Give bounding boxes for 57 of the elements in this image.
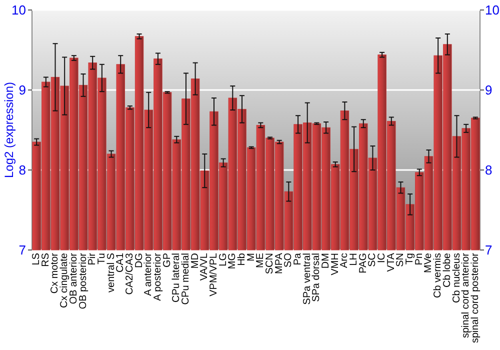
x-tick-label: SO bbox=[283, 252, 294, 268]
x-tick-label: Cb nucleus bbox=[451, 253, 462, 304]
x-tick-label: SPa ventral bbox=[302, 253, 313, 305]
x-tick-label: SC bbox=[367, 253, 378, 267]
y2-tick-label: 8 bbox=[485, 162, 492, 178]
x-tick-label: DG bbox=[134, 252, 145, 268]
x-tick-label: Pir bbox=[87, 252, 98, 266]
x-tick-label: SN bbox=[395, 253, 406, 267]
x-tick-label: VMH bbox=[330, 253, 341, 276]
x-tick-label: SPa dorsal bbox=[311, 253, 322, 302]
y2-tick-label: 10 bbox=[485, 2, 500, 18]
x-tick-label: Cx cingulate bbox=[59, 252, 70, 308]
x-tick-label: MD bbox=[190, 253, 201, 269]
x-tick-label: VPM/VPL bbox=[208, 252, 220, 296]
x-tick-label: RS bbox=[40, 252, 52, 267]
x-tick-label: spinal cord anterior bbox=[460, 252, 472, 338]
x-tick-label: Tg bbox=[404, 253, 416, 265]
x-tick-label: PAG bbox=[358, 252, 369, 274]
x-tick-label: Cb vermis bbox=[432, 253, 444, 298]
x-tick-label: VA/VL bbox=[199, 252, 210, 281]
x-tick-label: CPu lateral bbox=[171, 253, 182, 302]
y2-tick-label: 9 bbox=[485, 82, 492, 98]
y-tick-label: 7 bbox=[18, 242, 26, 258]
x-tick-label: OB posterior bbox=[78, 252, 89, 310]
x-tick-label: ME bbox=[255, 252, 266, 268]
y-tick-label: 10 bbox=[12, 2, 26, 18]
x-tick-label: Pa bbox=[292, 252, 304, 266]
x-tick-label: MG bbox=[227, 252, 238, 270]
x-tick-label: ventral S bbox=[106, 252, 117, 292]
x-tick-label: Arc bbox=[339, 253, 350, 268]
x-tick-label: CPu medial bbox=[180, 253, 192, 305]
x-tick-label: A posterior bbox=[152, 252, 164, 301]
y-axis-title: Log2 (expression) bbox=[2, 82, 16, 178]
x-tick-label: LG bbox=[218, 252, 229, 266]
x-tick-label: Cb lobe bbox=[442, 252, 453, 288]
x-tick-label: GP bbox=[162, 252, 173, 268]
x-tick-label: Pn bbox=[414, 253, 425, 266]
x-tick-label: SCN bbox=[264, 253, 276, 274]
x-tick-label: Cx motor bbox=[50, 252, 61, 294]
y-tick-label: 8 bbox=[18, 162, 26, 178]
x-tick-label: MPA bbox=[274, 252, 285, 274]
x-tick-label: VTA bbox=[386, 252, 397, 272]
x-tick-label: M bbox=[246, 253, 257, 262]
y2-tick-label: 7 bbox=[485, 242, 492, 258]
x-tick-label: IC bbox=[376, 253, 388, 263]
x-tick-label: A anterior bbox=[143, 252, 154, 296]
x-tick-label: Hb bbox=[236, 252, 248, 266]
x-tick-label: OB anterior bbox=[68, 252, 80, 304]
x-tick-label: LS bbox=[31, 252, 42, 266]
x-tick-label: spinal cord posterior bbox=[470, 252, 481, 344]
x-tick-label: CA1 bbox=[115, 252, 126, 272]
y-tick-label: 9 bbox=[18, 82, 26, 98]
x-tick-label: CA2/CA3 bbox=[124, 252, 136, 295]
x-tick-label: MVe bbox=[423, 252, 434, 274]
x-tick-label: Tu bbox=[96, 253, 108, 264]
x-tick-label: LH bbox=[348, 253, 360, 266]
x-tick-label: DM bbox=[320, 253, 332, 269]
